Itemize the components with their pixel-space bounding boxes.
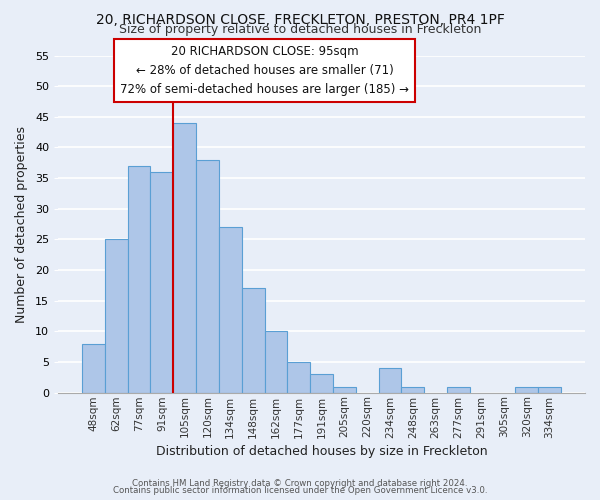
Text: 20, RICHARDSON CLOSE, FRECKLETON, PRESTON, PR4 1PF: 20, RICHARDSON CLOSE, FRECKLETON, PRESTO… <box>95 12 505 26</box>
Bar <box>401 386 424 392</box>
Text: Size of property relative to detached houses in Freckleton: Size of property relative to detached ho… <box>119 22 481 36</box>
Bar <box>379 368 401 392</box>
Y-axis label: Number of detached properties: Number of detached properties <box>15 126 28 322</box>
Bar <box>538 386 561 392</box>
Bar <box>515 386 538 392</box>
Bar <box>287 362 310 392</box>
Bar <box>128 166 151 392</box>
Text: Contains HM Land Registry data © Crown copyright and database right 2024.: Contains HM Land Registry data © Crown c… <box>132 478 468 488</box>
Bar <box>173 123 196 392</box>
Bar <box>105 240 128 392</box>
Bar <box>196 160 219 392</box>
Bar <box>333 386 356 392</box>
Bar <box>242 288 265 393</box>
Text: Contains public sector information licensed under the Open Government Licence v3: Contains public sector information licen… <box>113 486 487 495</box>
Bar <box>310 374 333 392</box>
Bar <box>447 386 470 392</box>
Bar <box>151 172 173 392</box>
Bar <box>265 332 287 392</box>
Bar <box>82 344 105 392</box>
X-axis label: Distribution of detached houses by size in Freckleton: Distribution of detached houses by size … <box>156 444 487 458</box>
Text: 20 RICHARDSON CLOSE: 95sqm
← 28% of detached houses are smaller (71)
72% of semi: 20 RICHARDSON CLOSE: 95sqm ← 28% of deta… <box>120 46 409 96</box>
Bar <box>219 227 242 392</box>
